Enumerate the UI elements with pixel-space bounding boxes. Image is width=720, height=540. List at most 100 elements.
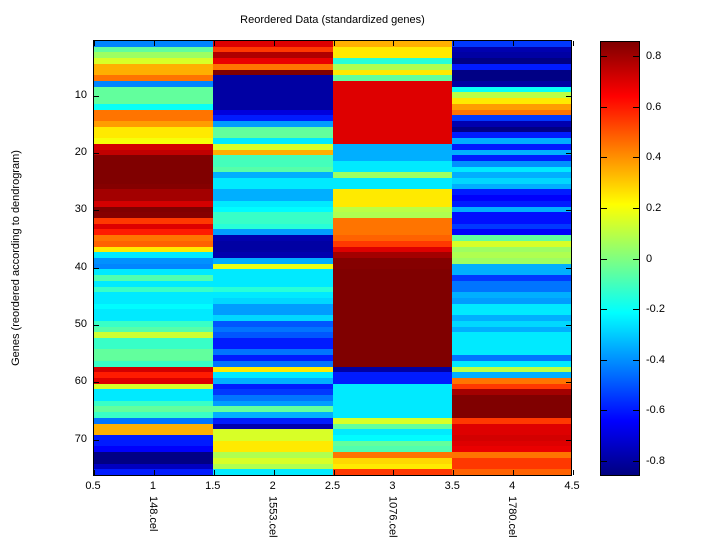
axis-tick-mark [453,41,455,46]
heatmap-cell [94,235,214,241]
heatmap-cell [451,360,571,367]
heatmap-cell [332,263,452,270]
heatmap-cell [94,92,214,99]
axis-tick-mark [94,152,99,154]
heatmap-cell [332,75,452,81]
heatmap-cell [213,280,333,287]
heatmap-cell [332,223,452,230]
heatmap-cell [94,275,214,281]
heatmap-cell [213,178,333,184]
heatmap-cell [332,103,452,110]
heatmap-cell [213,355,333,361]
heatmap-cell [451,258,571,264]
heatmap-cell [213,286,333,293]
heatmap-cell [94,41,214,47]
heatmap-cell [451,183,571,190]
heatmap-cell [332,406,452,413]
heatmap-cell [451,469,571,475]
heatmap-cell [332,246,452,253]
heatmap-cell [213,457,333,464]
heatmap-cell [451,275,571,281]
axis-tick-mark [513,41,515,46]
heatmap-cell [213,343,333,350]
heatmap-cell [94,52,214,59]
colorbar-tick-mark [601,56,607,58]
heatmap-cell [213,138,333,144]
heatmap-cell [332,115,452,121]
heatmap-cell [451,406,571,413]
colorbar-tick-mark [601,309,607,311]
y-tick-label: 40 [74,260,87,273]
heatmap-cell [94,452,214,458]
heatmap-cell [94,286,214,293]
heatmap-cell [213,360,333,367]
heatmap-cell [451,206,571,213]
heatmap-cell [451,218,571,224]
heatmap-cell [332,349,452,356]
heatmap-cell [213,389,333,396]
heatmap-cell [332,435,452,441]
colorbar-tick-mark [601,207,607,209]
heatmap-cell [94,303,214,310]
heatmap-cell [213,223,333,230]
heatmap-cell [213,52,333,59]
heatmap-cell [332,189,452,196]
heatmap-cell [332,229,452,236]
heatmap-cell [451,126,571,133]
heatmap-cell [94,86,214,93]
colorbar-tick-mark [633,207,639,209]
colorbar-tick-mark [633,410,639,412]
heatmap-cell [213,229,333,236]
heatmap-cell [451,109,571,116]
heatmap-cell [213,275,333,281]
heatmap-cell [332,457,452,464]
heatmap-cell [94,400,214,407]
y-tick-label: 30 [74,203,87,216]
heatmap-cell [451,315,571,321]
heatmap-cell [213,160,333,167]
heatmap-cell [451,429,571,436]
heatmap-cell [213,149,333,156]
heatmap-cell [332,218,452,224]
heatmap-cell [451,297,571,304]
heatmap-cell [94,343,214,350]
heatmap-cell [332,63,452,70]
heatmap-cell [332,429,452,436]
heatmap-cell [332,389,452,396]
heatmap-cell [332,143,452,150]
heatmap-cell [213,86,333,93]
colorbar-tick-label: -0.4 [646,353,665,366]
heatmap-cell [94,269,214,276]
heatmap-cell [213,269,333,276]
heatmap-cell [451,235,571,241]
heatmap-cell [451,417,571,424]
heatmap-cell [213,469,333,475]
heatmap-cell [332,98,452,104]
heatmap-cell [451,280,571,287]
heatmap-cell [451,463,571,470]
heatmap-cell [94,200,214,207]
heatmap-cell [94,120,214,127]
heatmap-cell [451,223,571,230]
heatmap-cell [94,178,214,184]
heatmap-cell [332,469,452,475]
colorbar-tick-mark [601,157,607,159]
heatmap-cell [451,332,571,338]
heatmap-cell [332,286,452,293]
heatmap-cell [451,337,571,344]
heatmap-cell [213,240,333,247]
heatmap-cell [213,80,333,87]
heatmap-cell [213,75,333,81]
axis-tick-mark [94,41,95,46]
heatmap-cell [94,469,214,475]
heatmap-cell [332,355,452,361]
heatmap-cell [451,423,571,430]
heatmap-cell [451,160,571,167]
heatmap-cell [213,326,333,333]
heatmap-cell [332,326,452,333]
heatmap-cell [94,360,214,367]
heatmap-cell [94,103,214,110]
heatmap-cell [94,69,214,76]
heatmap-cell [94,332,214,338]
